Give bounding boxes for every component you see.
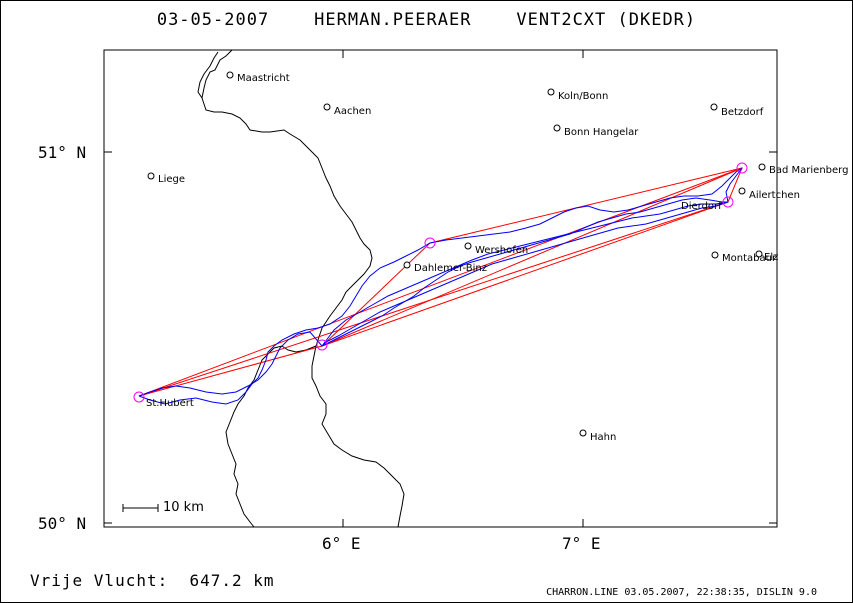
glider-name: VENT2CXT (DKEDR) xyxy=(516,10,697,30)
turnpoint-tp2 xyxy=(316,339,328,351)
place-label: Koln/Bonn xyxy=(558,91,609,102)
border-nl-be-de xyxy=(201,49,373,347)
task-lines xyxy=(138,167,743,397)
place-label: Elz xyxy=(764,252,779,263)
place-label: Bonn Hangelar xyxy=(564,127,639,138)
border-be-fr xyxy=(225,345,317,528)
program-info: CHARRON.LINE 03.05.2007, 22:38:35, DISLI… xyxy=(546,587,817,598)
turnpoint-bad-marienberg xyxy=(736,162,748,174)
flight-track xyxy=(138,167,743,405)
place-label: Ailertchen xyxy=(749,190,800,201)
flight-title: 03-05-2007 HERMAN.PEERAER VENT2CXT (DKED… xyxy=(0,10,853,30)
place-label: Betzdorf xyxy=(721,107,764,118)
place-markers xyxy=(147,71,766,437)
lat-label-51: 51° N xyxy=(38,143,87,162)
place-label: Maastricht xyxy=(237,73,290,84)
place-label: Aachen xyxy=(334,106,372,117)
turnpoint-st-hubert xyxy=(133,391,145,403)
lat-label-50: 50° N xyxy=(38,514,87,533)
place-label: Dahlemer-Binz xyxy=(414,263,487,274)
place-label: Liege xyxy=(158,174,186,185)
place-label: Wershofen xyxy=(475,245,529,256)
axis-ticks xyxy=(104,50,777,527)
flight-distance: Vrije Vlucht: 647.2 km xyxy=(30,571,275,590)
pilot-name: HERMAN.PEERAER xyxy=(314,10,472,30)
place-label: Montabaur xyxy=(722,253,777,264)
turnpoints xyxy=(133,162,748,403)
country-borders xyxy=(197,49,405,528)
turnpoint-dierdorf xyxy=(722,196,734,208)
flight-date: 03-05-2007 xyxy=(156,10,270,30)
scale-label: 10 km xyxy=(163,500,204,515)
border-nl-limburg xyxy=(197,51,219,99)
border-be-lux xyxy=(311,345,405,528)
place-label: St.Hubert xyxy=(146,398,194,409)
lon-label-7: 7° E xyxy=(562,534,601,553)
place-label: Dierdorf xyxy=(681,201,722,212)
lon-label-6: 6° E xyxy=(322,534,361,553)
scale-bar xyxy=(122,504,159,512)
place-label: Hahn xyxy=(590,432,617,443)
plot-box xyxy=(103,49,778,528)
place-label: Bad Marienberg xyxy=(769,165,849,176)
turnpoint-tp3 xyxy=(424,237,436,249)
